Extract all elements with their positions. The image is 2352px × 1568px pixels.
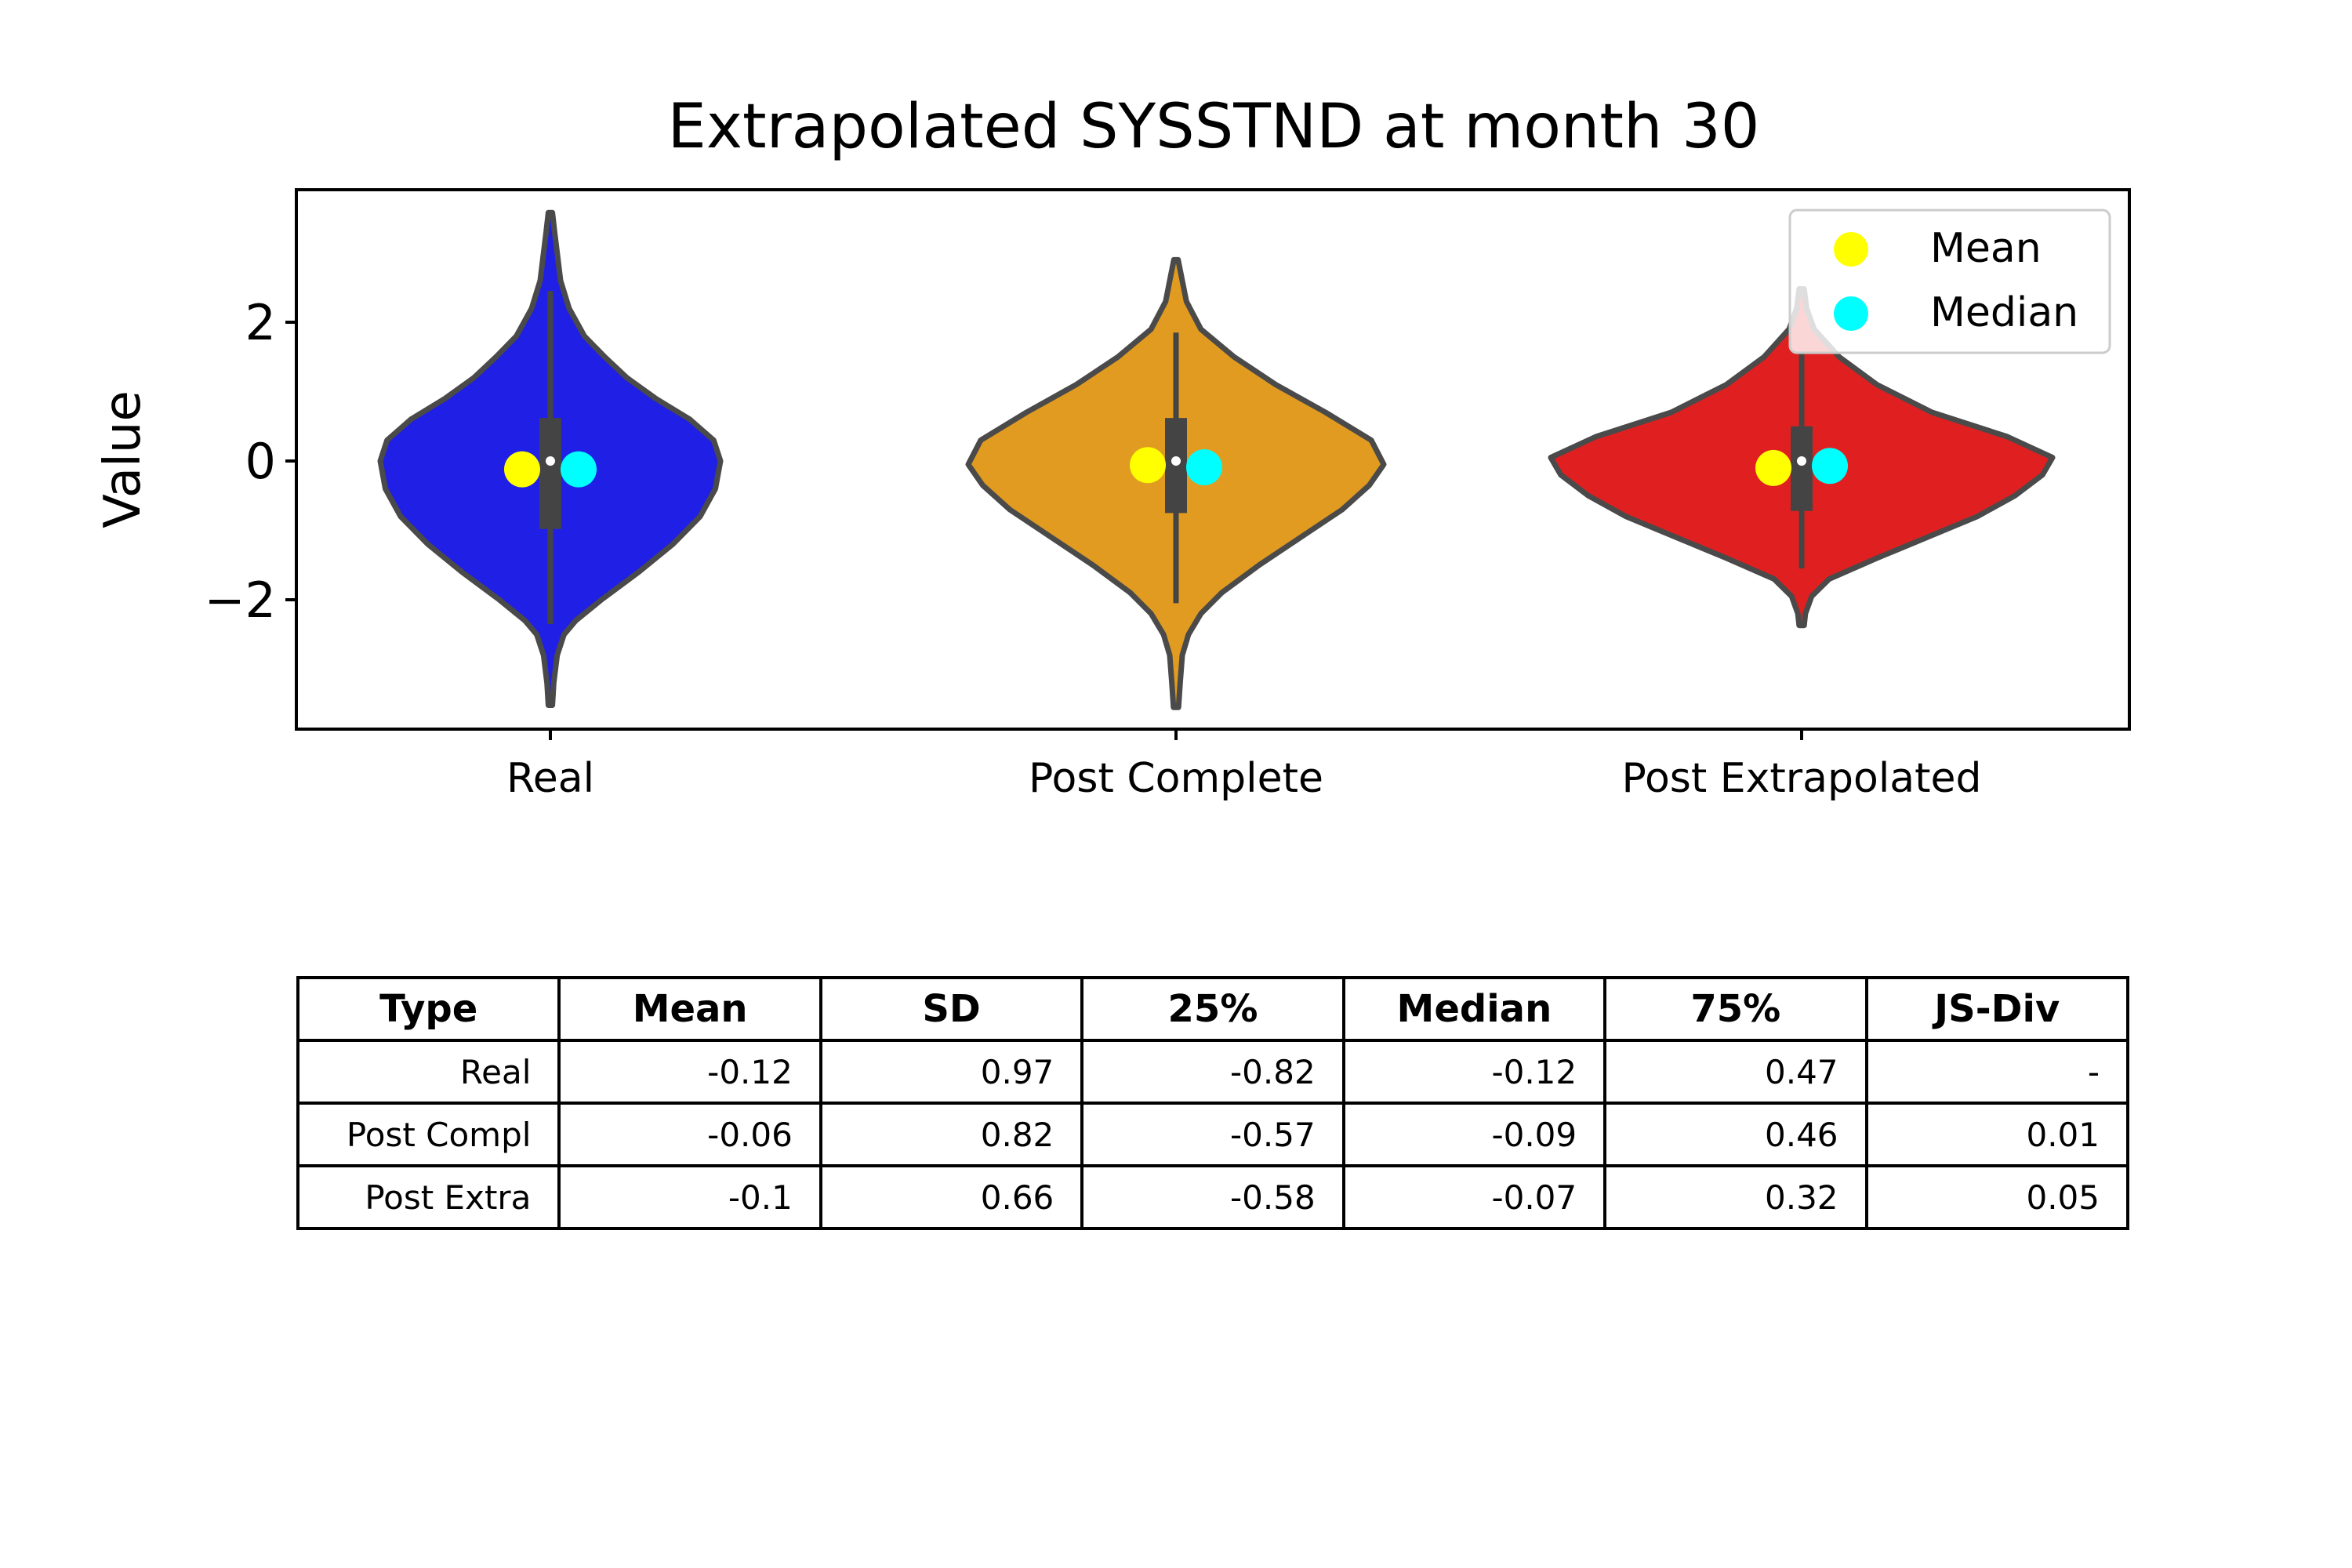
table-row: Post Compl -0.06 0.82 -0.57 -0.09 0.46 0…: [296, 1102, 2130, 1167]
table-cell: -0.06: [557, 1102, 822, 1167]
header-sd: SD: [818, 976, 1084, 1042]
table-cell: Post Compl: [296, 1102, 561, 1167]
chart-title: Extrapolated SYSSTND at month 30: [668, 92, 1760, 162]
table-header-row: Type Mean SD 25% Median 75% JS-Div: [296, 976, 2130, 1042]
table-cell: 0.32: [1603, 1164, 1868, 1230]
mean-marker: [1755, 449, 1791, 486]
y-tick-label: −2: [205, 572, 276, 629]
table-cell: -0.1: [557, 1164, 822, 1230]
stats-table: Type Mean SD 25% Median 75% JS-Div Real …: [296, 976, 2130, 1230]
table-cell: 0.01: [1864, 1102, 2130, 1167]
violin-center-dot: [546, 456, 555, 466]
table-row: Post Extra -0.1 0.66 -0.58 -0.07 0.32 0.…: [296, 1164, 2130, 1230]
legend: Mean Median: [1788, 209, 2111, 354]
y-tick-label: 0: [245, 433, 276, 490]
table-cell: -0.12: [1341, 1039, 1607, 1105]
table-cell: -0.57: [1080, 1102, 1345, 1167]
table-cell: -0.12: [557, 1039, 822, 1105]
table-cell: -0.82: [1080, 1039, 1345, 1105]
mean-marker: [504, 451, 540, 488]
table-cell: Post Extra: [296, 1164, 561, 1230]
table-cell: 0.47: [1603, 1039, 1868, 1105]
median-marker: [561, 451, 597, 488]
legend-mean-marker: [1834, 232, 1868, 267]
header-median: Median: [1341, 976, 1607, 1042]
table-row: Real -0.12 0.97 -0.82 -0.12 0.47 -: [296, 1039, 2130, 1105]
x-tick-label: Real: [506, 755, 594, 802]
table-cell: 0.05: [1864, 1164, 2130, 1230]
x-tick-label: Post Complete: [1029, 755, 1323, 802]
mean-marker: [1130, 447, 1166, 484]
legend-mean-label: Mean: [1930, 225, 2042, 272]
median-marker: [1812, 448, 1848, 485]
y-tick-label: 2: [245, 294, 276, 351]
table-cell: -0.09: [1341, 1102, 1607, 1167]
violin-iqr-box: [1791, 426, 1813, 511]
x-tick-label: Post Extrapolated: [1621, 755, 1981, 802]
header-75pct: 75%: [1603, 976, 1868, 1042]
header-js-div: JS-Div: [1864, 976, 2130, 1042]
legend-median-marker: [1834, 296, 1868, 331]
table-cell: 0.97: [818, 1039, 1084, 1105]
table-cell: 0.82: [818, 1102, 1084, 1167]
violin-iqr-box: [539, 418, 561, 529]
table-cell: 0.46: [1603, 1102, 1868, 1167]
violin-center-dot: [1797, 456, 1806, 466]
table-cell: -0.58: [1080, 1164, 1345, 1230]
header-25pct: 25%: [1080, 976, 1345, 1042]
table-cell: 0.66: [818, 1164, 1084, 1230]
table-cell: -: [1864, 1039, 2130, 1105]
table-cell: Real: [296, 1039, 561, 1105]
median-marker: [1186, 448, 1222, 485]
legend-box: [1788, 209, 2111, 354]
table-cell: -0.07: [1341, 1164, 1607, 1230]
header-type: Type: [296, 976, 561, 1042]
violin-center-dot: [1171, 456, 1181, 466]
header-mean: Mean: [557, 976, 822, 1042]
legend-median-label: Median: [1930, 289, 2078, 336]
y-axis-label: Value: [94, 390, 152, 528]
